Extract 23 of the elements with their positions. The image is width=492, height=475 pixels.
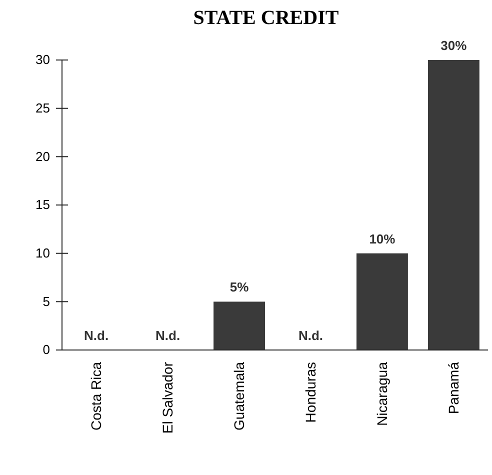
data-label: 10% — [369, 231, 396, 246]
y-tick-label: 15 — [36, 197, 50, 212]
y-tick-label: 5 — [42, 294, 50, 309]
x-tick-label: El Salvador — [160, 362, 176, 434]
y-tick-label: 20 — [36, 148, 50, 164]
text: N.d. — [84, 328, 109, 343]
x-tick-label: Honduras — [302, 362, 319, 423]
x-tick-label: Nicaragua — [374, 362, 390, 426]
bar — [356, 253, 408, 350]
y-tick-label: 0 — [42, 342, 50, 358]
chart-title: STATE CREDIT — [193, 7, 340, 29]
y-tick-label: 10 — [36, 245, 50, 260]
bar — [428, 60, 480, 350]
y-tick-label: 25 — [36, 100, 50, 116]
y-tick-label: 30 — [36, 52, 50, 68]
text: N.d. — [298, 328, 324, 343]
x-tick-label: Guatemala — [231, 362, 248, 430]
data-label: 5% — [230, 280, 250, 295]
text: N.d. — [156, 328, 180, 343]
data-label: 30% — [440, 38, 468, 53]
x-tick-label: Panamá — [446, 362, 462, 414]
bar — [214, 302, 265, 350]
x-tick-label: Costa Rica — [88, 362, 104, 430]
